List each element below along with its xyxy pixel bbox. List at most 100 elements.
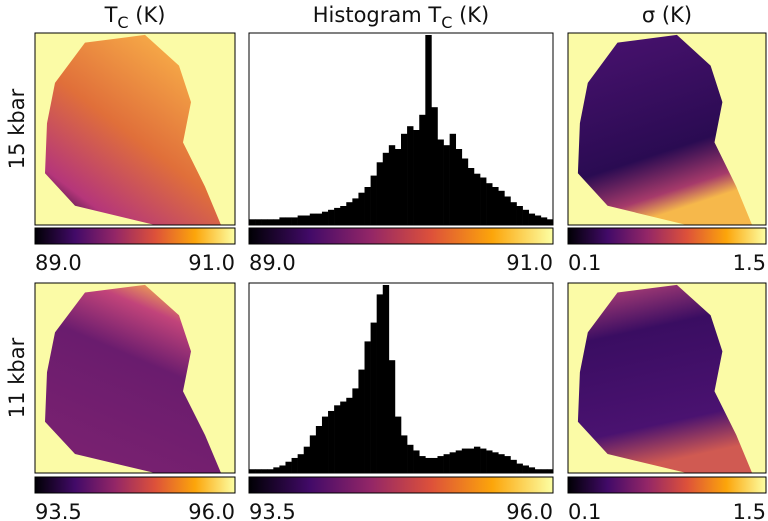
histogram-bar [388,145,396,225]
histogram-bar [249,219,256,225]
histogram-bar [504,456,511,473]
histogram-bar [443,454,450,473]
colorbar [567,227,767,245]
histogram-bar [382,152,390,225]
histogram-bar [388,360,396,473]
histogram-bar [315,213,323,225]
histogram-bar [425,457,432,473]
histogram-bar [449,452,457,473]
histogram-bar [473,446,481,473]
histogram-bar [510,459,517,473]
row-label: 15 kbar [5,88,29,169]
title-text: σ [642,3,655,27]
histogram-bar [534,469,542,473]
histogram-bar [431,457,438,473]
colorbar-tick-label: 96.0 [506,500,553,521]
map-sample [45,284,221,473]
histogram-bar [291,217,298,225]
histogram-bar [376,294,384,473]
histogram-bar [528,213,536,225]
colorbar-tick-label: 93.5 [35,500,82,521]
colorbar [248,227,554,245]
colorbar-tick-label: 96.0 [188,500,235,521]
title-unit: (K) [655,3,692,27]
histogram-bar [321,211,329,225]
histogram-bar [419,114,426,225]
histogram-bar [328,209,335,225]
title-subscript: C [117,13,128,32]
histogram-bar [328,410,335,473]
histogram-bar [486,183,493,225]
histogram-bar [522,209,529,225]
histogram-bar [370,322,377,473]
histogram-bar [315,426,323,473]
colorbar-tick-label: 93.5 [249,500,296,521]
histogram-bar [528,467,536,473]
histogram-bar [540,469,548,473]
histogram-bar [255,219,262,225]
histogram-bar [546,219,554,225]
histogram-bar [261,219,268,225]
histogram-bar [279,217,286,225]
histogram-bar [291,457,298,473]
colorbar [567,476,767,494]
colorbar-tick-label: 0.1 [568,251,601,275]
histogram-bar [498,190,505,225]
histogram-bar [504,196,511,225]
map-frame [567,282,767,474]
map-frame [567,32,767,226]
histogram-bar [492,187,499,225]
row-label: 11 kbar [5,337,29,418]
histogram-bar [303,446,311,473]
histogram-bar [261,469,268,473]
histogram-bar [285,217,292,225]
histogram-bar [340,401,347,473]
histogram-frame [248,32,554,226]
column-title: Histogram TC (K) [313,3,489,32]
histogram-bar [461,158,469,225]
histogram-bar [413,450,420,473]
colorbar-tick-label: 0.1 [568,500,601,521]
histogram-bar [309,213,317,225]
histogram-bar [467,168,475,225]
histogram-bar [303,215,311,225]
histogram-bar [419,456,426,473]
title-subscript: C [441,13,452,32]
histogram-bar [285,461,292,473]
histogram-bar [534,215,542,225]
colorbar [34,476,236,494]
histogram-bar [370,175,377,225]
histogram-bar [540,217,548,225]
histogram-bar [352,198,359,225]
histogram-bar [340,206,347,225]
histogram-bar [455,450,463,473]
histogram-bar [522,465,529,473]
histogram-bar [455,149,463,225]
histogram-bar [321,416,329,473]
histogram-bar [352,388,359,473]
histogram-bar [394,416,402,473]
histogram-bar [376,162,384,225]
histogram-bar [249,469,256,473]
histogram-bar [267,219,274,225]
histogram-bar [437,456,444,473]
histogram-bar [309,435,317,473]
histogram-bar [443,145,450,225]
histogram-bar [431,107,438,225]
histogram-bar [516,206,523,225]
histogram-bar [449,133,457,225]
histogram-bar [473,173,481,225]
title-text: T [104,3,118,27]
title-unit: (K) [452,3,489,27]
histogram-bar [334,207,341,225]
map-sample [45,34,221,226]
histogram-bar [425,35,432,225]
colorbar-tick-label: 89.0 [35,251,82,275]
column-title: TC (K) [104,3,166,32]
histogram-bar [273,219,280,225]
histogram-bar [346,397,353,473]
map-sample [577,284,753,473]
histogram-bar [516,463,523,473]
